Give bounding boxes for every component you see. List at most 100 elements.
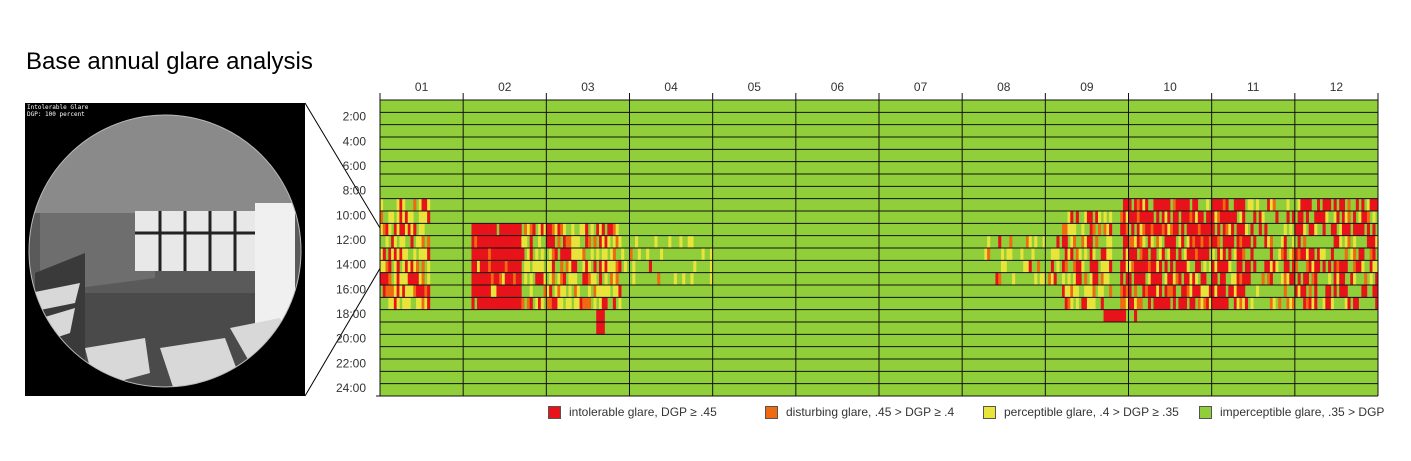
heatmap-cell bbox=[1070, 223, 1074, 236]
heatmap-cell bbox=[1200, 211, 1204, 224]
heatmap-cell bbox=[562, 272, 567, 286]
heatmap-cell bbox=[1031, 248, 1035, 261]
heatmap-cell bbox=[1136, 260, 1140, 273]
heatmap-cell bbox=[574, 235, 578, 249]
heatmap-cell bbox=[540, 272, 544, 286]
heatmap-cell bbox=[532, 223, 536, 236]
heatmap-cell bbox=[1111, 309, 1115, 323]
heatmap-cell bbox=[1308, 260, 1312, 273]
heatmap-cell bbox=[551, 297, 555, 310]
heatmap-cell bbox=[388, 260, 392, 273]
heatmap-cell bbox=[515, 297, 519, 310]
heatmap-cell bbox=[1336, 260, 1340, 273]
heatmap-cell bbox=[1103, 223, 1107, 236]
heatmap-cell bbox=[576, 285, 580, 298]
heatmap-cell bbox=[1308, 285, 1312, 298]
heatmap-cell bbox=[1189, 211, 1193, 224]
heatmap-cell bbox=[565, 248, 569, 261]
heatmap-cell bbox=[526, 297, 530, 310]
heatmap-cell bbox=[427, 248, 431, 261]
heatmap-cell bbox=[1303, 198, 1307, 212]
heatmap-cell bbox=[538, 235, 542, 249]
hour-label: 6:00 bbox=[343, 159, 367, 173]
heatmap-cell bbox=[393, 272, 397, 286]
heatmap-cell bbox=[1341, 260, 1346, 273]
heatmap-cell bbox=[1081, 260, 1085, 273]
heatmap-cell bbox=[1064, 235, 1068, 249]
heatmap-cell bbox=[1264, 260, 1268, 273]
heatmap-cell bbox=[485, 248, 489, 261]
heatmap-cell bbox=[701, 248, 705, 261]
heatmap-cell bbox=[1186, 272, 1190, 286]
heatmap-cell bbox=[635, 235, 639, 249]
heatmap-cell bbox=[391, 285, 395, 298]
heatmap-cell bbox=[1181, 211, 1185, 224]
heatmap-cell bbox=[1341, 211, 1346, 224]
heatmap-cell bbox=[1297, 272, 1301, 286]
heatmap-cell bbox=[538, 223, 542, 236]
heatmap-cell bbox=[1164, 260, 1168, 273]
heatmap-cell bbox=[421, 235, 425, 249]
heatmap-cell bbox=[385, 272, 389, 286]
heatmap-cell bbox=[421, 198, 425, 212]
heatmap-cell bbox=[1294, 223, 1298, 236]
heatmap-cell bbox=[501, 297, 506, 310]
heatmap-cell bbox=[1239, 248, 1243, 261]
heatmap-cell bbox=[1317, 211, 1321, 224]
heatmap-cell bbox=[1353, 248, 1357, 261]
heatmap-cell bbox=[1303, 248, 1307, 261]
heatmap-cell bbox=[1369, 198, 1373, 212]
heatmap-cell bbox=[1164, 297, 1168, 310]
heatmap-cell bbox=[1089, 297, 1093, 310]
heatmap-cell bbox=[1006, 248, 1010, 261]
heatmap-cell bbox=[479, 248, 483, 261]
heatmap-cell bbox=[1158, 198, 1163, 212]
heatmap-cell bbox=[1183, 260, 1188, 273]
heatmap-cell bbox=[1136, 235, 1140, 249]
heatmap-cell bbox=[1172, 285, 1176, 298]
heatmap-cell bbox=[1109, 235, 1113, 249]
heatmap-cell bbox=[490, 272, 494, 286]
heatmap-cell bbox=[529, 223, 533, 236]
heatmap-cell bbox=[524, 223, 528, 236]
heatmap-cell bbox=[1134, 297, 1138, 310]
heatmap-cell bbox=[1308, 248, 1312, 261]
heatmap-cell bbox=[562, 248, 567, 261]
heatmap-cell bbox=[1192, 248, 1196, 261]
heatmap-cell bbox=[1217, 285, 1221, 298]
heatmap-cell bbox=[529, 285, 533, 298]
heatmap-cell bbox=[1375, 198, 1379, 212]
heatmap-cell bbox=[590, 272, 594, 286]
heatmap-cell bbox=[601, 260, 605, 273]
month-label: 09 bbox=[1080, 80, 1094, 94]
heatmap-cell bbox=[1289, 248, 1293, 261]
heatmap-cell bbox=[1134, 309, 1138, 323]
heatmap-cell bbox=[427, 260, 431, 273]
heatmap-cell bbox=[1231, 211, 1235, 224]
heatmap-cell bbox=[543, 272, 547, 286]
heatmap-cell bbox=[615, 235, 619, 249]
heatmap-cell bbox=[507, 285, 511, 298]
heatmap-cell bbox=[404, 297, 409, 310]
heatmap-cell bbox=[399, 211, 403, 224]
heatmap-cell bbox=[1200, 235, 1204, 249]
heatmap-cell bbox=[1128, 285, 1132, 298]
heatmap-cell bbox=[529, 235, 533, 249]
heatmap-cell bbox=[568, 297, 572, 310]
heatmap-cell bbox=[601, 322, 605, 335]
heatmap-cell bbox=[477, 285, 481, 298]
heatmap-cell bbox=[1355, 198, 1359, 212]
heatmap-cell bbox=[518, 223, 522, 236]
heatmap-cell bbox=[1150, 272, 1154, 286]
hour-label: 18:00 bbox=[336, 307, 366, 321]
heatmap-cell bbox=[1314, 272, 1318, 286]
heatmap-cell bbox=[507, 260, 511, 273]
heatmap-cell bbox=[565, 297, 569, 310]
heatmap-cell bbox=[576, 297, 580, 310]
heatmap-cell bbox=[1178, 248, 1182, 261]
heatmap-cell bbox=[1120, 272, 1124, 286]
heatmap-cell bbox=[1208, 211, 1212, 224]
heatmap-cell bbox=[1208, 260, 1212, 273]
heatmap-cell bbox=[1339, 198, 1343, 212]
heatmap-cell bbox=[1322, 223, 1326, 236]
